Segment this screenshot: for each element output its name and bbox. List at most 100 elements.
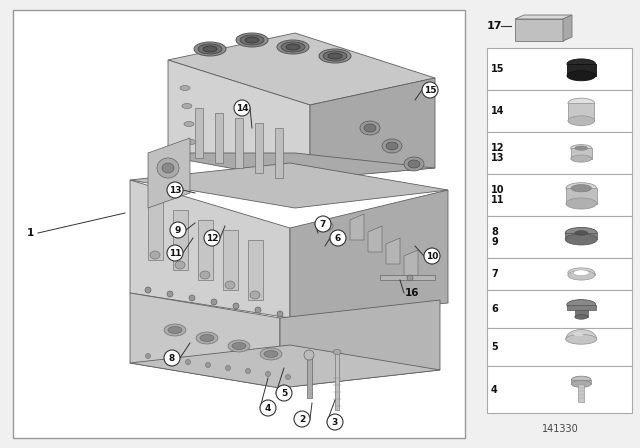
Ellipse shape [323, 51, 347, 61]
Circle shape [189, 295, 195, 301]
Ellipse shape [281, 42, 305, 52]
Circle shape [204, 230, 220, 246]
Polygon shape [173, 210, 188, 270]
Text: 15: 15 [491, 64, 504, 74]
Bar [487, 366, 632, 413]
Ellipse shape [575, 231, 588, 235]
Ellipse shape [572, 380, 591, 388]
Polygon shape [567, 64, 596, 76]
Polygon shape [148, 138, 190, 208]
Text: 12: 12 [205, 233, 218, 242]
Ellipse shape [573, 333, 583, 336]
Ellipse shape [328, 53, 342, 59]
Ellipse shape [245, 37, 259, 43]
Circle shape [145, 353, 150, 358]
Ellipse shape [568, 98, 595, 108]
Ellipse shape [565, 228, 597, 239]
Text: 16: 16 [404, 288, 419, 298]
Text: 5: 5 [491, 342, 498, 352]
Ellipse shape [236, 33, 268, 47]
Circle shape [225, 366, 230, 370]
Circle shape [277, 311, 283, 317]
Circle shape [234, 100, 250, 116]
Text: 4: 4 [265, 404, 271, 413]
Bar [487, 258, 632, 290]
Ellipse shape [184, 121, 194, 126]
Circle shape [327, 414, 343, 430]
Polygon shape [275, 128, 283, 178]
Ellipse shape [264, 350, 278, 358]
Ellipse shape [571, 185, 591, 192]
Ellipse shape [333, 237, 341, 242]
Circle shape [260, 400, 276, 416]
Polygon shape [310, 78, 435, 178]
Circle shape [167, 291, 173, 297]
Text: 3: 3 [332, 418, 338, 426]
Polygon shape [168, 60, 310, 178]
Polygon shape [515, 19, 563, 41]
Circle shape [166, 357, 170, 362]
Ellipse shape [566, 183, 596, 194]
Circle shape [167, 182, 183, 198]
Polygon shape [148, 153, 435, 180]
Ellipse shape [571, 145, 592, 151]
Ellipse shape [360, 121, 380, 135]
Ellipse shape [200, 271, 210, 279]
Polygon shape [571, 148, 592, 159]
Polygon shape [566, 330, 596, 339]
Polygon shape [215, 113, 223, 163]
Polygon shape [168, 33, 435, 105]
Ellipse shape [575, 314, 588, 319]
Polygon shape [130, 345, 440, 388]
Text: 4: 4 [491, 384, 498, 395]
Polygon shape [235, 118, 243, 168]
Ellipse shape [277, 40, 309, 54]
Bar [487, 174, 632, 216]
Ellipse shape [157, 158, 179, 178]
Text: 10: 10 [426, 251, 438, 260]
Text: 12
13: 12 13 [491, 142, 504, 164]
Bar [335, 352, 339, 410]
Text: 7: 7 [491, 269, 498, 279]
Bar [487, 328, 632, 366]
Circle shape [424, 248, 440, 264]
Ellipse shape [260, 348, 282, 360]
Circle shape [285, 375, 291, 379]
Circle shape [255, 307, 261, 313]
Polygon shape [368, 226, 382, 252]
Ellipse shape [225, 281, 235, 289]
Polygon shape [572, 380, 591, 384]
Circle shape [164, 350, 180, 366]
Circle shape [266, 371, 271, 376]
Circle shape [276, 385, 292, 401]
Ellipse shape [575, 146, 588, 150]
Text: 15: 15 [424, 86, 436, 95]
Polygon shape [563, 15, 572, 41]
Polygon shape [148, 200, 163, 260]
Text: 14: 14 [236, 103, 248, 112]
Ellipse shape [382, 139, 402, 153]
Ellipse shape [164, 324, 186, 336]
Ellipse shape [319, 49, 351, 63]
Ellipse shape [250, 291, 260, 299]
Ellipse shape [568, 270, 595, 280]
Polygon shape [130, 180, 290, 318]
Text: 6: 6 [335, 233, 341, 242]
Ellipse shape [568, 268, 595, 278]
Circle shape [246, 369, 250, 374]
Ellipse shape [182, 103, 192, 108]
Ellipse shape [203, 46, 217, 52]
Circle shape [304, 350, 314, 360]
Polygon shape [568, 273, 595, 275]
Bar [487, 216, 632, 258]
Text: 9: 9 [175, 225, 181, 234]
Polygon shape [568, 103, 595, 121]
Polygon shape [575, 310, 588, 317]
Circle shape [211, 299, 217, 305]
Text: 7: 7 [320, 220, 326, 228]
Ellipse shape [240, 35, 264, 45]
Ellipse shape [566, 198, 596, 209]
Polygon shape [223, 230, 238, 290]
Polygon shape [198, 220, 213, 280]
Text: 141330: 141330 [541, 424, 579, 434]
